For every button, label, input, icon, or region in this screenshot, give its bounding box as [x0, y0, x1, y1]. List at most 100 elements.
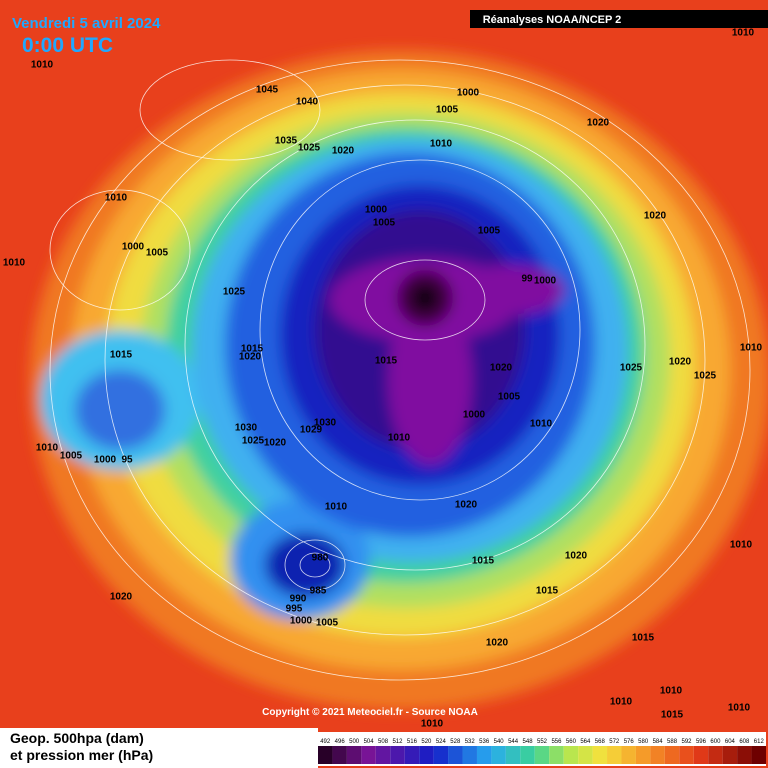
isobar-label: 1020	[455, 500, 478, 511]
isobar-label: 1040	[296, 97, 319, 108]
colorbar-swatch	[563, 746, 579, 764]
isobar-label: 1010	[105, 193, 128, 204]
isobar-label: 1015	[241, 344, 264, 355]
isobar-label: 1020	[644, 211, 667, 222]
colorbar-swatch	[607, 746, 622, 764]
colorbar-swatch	[346, 746, 362, 764]
isobar	[364, 259, 486, 341]
colorbar-label: 512	[392, 739, 403, 745]
isobar-label: 1005	[316, 618, 339, 629]
isobar	[49, 189, 191, 311]
colorbar-swatch	[708, 746, 723, 764]
isobar-label: 1000	[457, 88, 480, 99]
colorbar-label: 552	[537, 739, 548, 745]
time: 0:00 UTC	[22, 34, 113, 57]
colorbar-swatch	[332, 746, 347, 764]
colorbar-swatch	[592, 746, 608, 764]
isobar-label: 995	[286, 604, 303, 615]
colorbar-label: 556	[551, 739, 562, 745]
colorbar: 492 496 500 504 508 512 516 520 524 528 532 536 540 5…	[318, 732, 766, 766]
isobar	[184, 119, 646, 571]
colorbar-swatch	[664, 746, 680, 764]
isobar-label: 1010	[740, 343, 763, 354]
legend-title-1: Geop. 500hpa (dam)	[10, 730, 144, 746]
colorbar-label: 580	[638, 739, 649, 745]
colorbar-swatch	[419, 746, 434, 764]
isobar-label: 1020	[110, 592, 133, 603]
colorbar-label: 572	[609, 739, 620, 745]
isobar-label: 1025	[620, 363, 643, 374]
colorbar-label: 504	[364, 739, 375, 745]
colorbar-label: 536	[479, 739, 490, 745]
colorbar-swatch	[390, 746, 405, 764]
isobar-label: 1020	[490, 363, 513, 374]
isobar-label: 1000	[534, 276, 557, 287]
isobar-label: 1005	[498, 392, 521, 403]
colorbar-label: 592	[682, 739, 693, 745]
colorbar-swatch	[462, 746, 477, 764]
colorbar-label: 524	[436, 739, 447, 745]
isobar-label: 1025	[298, 143, 321, 154]
isobar-label: 1015	[472, 556, 495, 567]
colorbar-swatch	[505, 746, 521, 764]
isobar-label: 1015	[536, 586, 559, 597]
isobar-label: 1010	[430, 139, 453, 150]
isobar-label: 1020	[332, 146, 355, 157]
field-band	[75, 370, 165, 450]
isobar-label: 1025	[694, 371, 717, 382]
isobar-label: 1010	[421, 719, 444, 730]
isobar-label: 1000	[122, 242, 145, 253]
isobar-label: 1000	[463, 410, 486, 421]
isobar-label: 1005	[478, 226, 501, 237]
isobar-label: 1035	[275, 136, 298, 147]
geopotential-field	[30, 50, 768, 710]
colorbar-swatch	[751, 746, 766, 764]
field-band	[455, 265, 565, 315]
isobar-label: 1000	[94, 455, 117, 466]
colorbar-swatch	[491, 746, 506, 764]
colorbar-label: 564	[580, 739, 591, 745]
isobar-label: 1010	[36, 443, 59, 454]
source-box	[470, 10, 768, 28]
colorbar-label: 548	[523, 739, 534, 745]
legend-title-2: et pression mer (hPa)	[10, 747, 153, 763]
isobar-label: 99	[521, 274, 533, 285]
colorbar-swatch	[476, 746, 492, 764]
colorbar-swatch	[635, 746, 651, 764]
isobar-label: 1025	[223, 287, 246, 298]
isobar-label: 95	[121, 455, 133, 466]
colorbar-label: 528	[450, 739, 461, 745]
colorbar-label: 600	[710, 739, 721, 745]
colorbar-swatch	[737, 746, 752, 764]
isobar-label: 980	[312, 553, 329, 564]
colorbar-swatch	[650, 746, 665, 764]
colorbar-swatch	[578, 746, 593, 764]
isobar-label: 1000	[290, 616, 313, 627]
colorbar-label: 576	[624, 739, 635, 745]
colorbar-swatch	[375, 746, 391, 764]
isobar	[284, 539, 346, 591]
colorbar-label: 596	[696, 739, 707, 745]
colorbar-label: 608	[739, 739, 750, 745]
colorbar-swatch	[520, 746, 535, 764]
colorbar-label: 612	[754, 739, 765, 745]
colorbar-swatch	[679, 746, 694, 764]
colorbar-label: 500	[349, 739, 360, 745]
colorbar-swatch	[404, 746, 420, 764]
colorbar-swatch	[722, 746, 738, 764]
isobar	[139, 59, 321, 161]
colorbar-label: 584	[653, 739, 664, 745]
colorbar-label: 544	[508, 739, 519, 745]
source-text: Réanalyses NOAA/NCEP 2	[483, 14, 622, 26]
isobar-label: 1010	[325, 502, 348, 513]
colorbar-swatch	[621, 746, 636, 764]
isobar-label: 985	[310, 586, 327, 597]
field-band	[265, 533, 345, 597]
isobar-label: 1000	[365, 205, 388, 216]
colorbar-label: 588	[667, 739, 678, 745]
colorbar-label: 496	[335, 739, 346, 745]
isobar-label: 1010	[610, 697, 633, 708]
field-band	[388, 295, 472, 465]
colorbar-swatch	[448, 746, 463, 764]
